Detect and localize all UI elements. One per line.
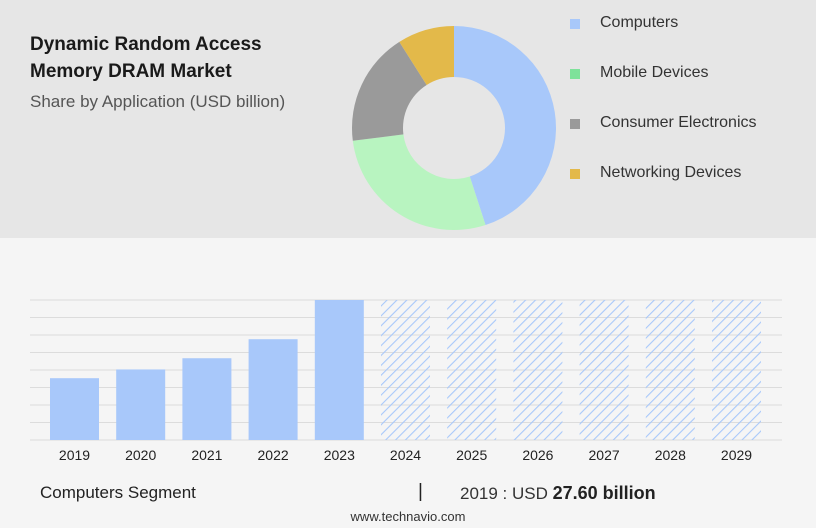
legend-swatch-computers [570, 19, 580, 29]
bar-2021 [182, 358, 232, 440]
legend-label-computers: Computers [600, 14, 679, 31]
donut-slice-networking-devices [399, 26, 454, 85]
legend-swatch-consumer-electronics [570, 119, 580, 129]
bar-2024 [381, 300, 430, 440]
x-tick-label: 2024 [390, 447, 421, 463]
x-tick-label: 2026 [522, 447, 553, 463]
x-tick-label: 2028 [655, 447, 686, 463]
footer-stat: 2019 : USD 27.60 billion [460, 483, 656, 504]
footer-separator: | [418, 481, 423, 502]
x-tick-label: 2023 [324, 447, 355, 463]
legend-label-networking-devices: Networking Devices [600, 164, 742, 181]
bar-2020 [116, 369, 166, 440]
legend-item-mobile-devices: Mobile Devices [570, 62, 810, 86]
bar-2023 [314, 300, 364, 440]
bar-2029 [712, 300, 761, 440]
site-url: www.technavio.com [350, 509, 466, 524]
footer-year-prefix: 2019 : USD [460, 484, 548, 503]
donut-chart [352, 26, 556, 230]
x-tick-label: 2019 [59, 447, 90, 463]
legend-label-mobile-devices: Mobile Devices [600, 64, 709, 81]
bar-chart: 2019 2020 2021 2022 2023 2024 2025 2026 2027 2028… [30, 299, 782, 463]
x-tick-label: 2029 [721, 447, 752, 463]
footer-value: 27.60 billion [552, 483, 656, 503]
bar-2026 [513, 300, 563, 440]
bar-2019 [50, 378, 99, 440]
legend-swatch-mobile-devices [570, 69, 580, 79]
bar-2027 [579, 300, 629, 440]
legend-label-consumer-electronics: Consumer Electronics [600, 114, 757, 131]
x-tick-label: 2022 [258, 447, 289, 463]
bar-2025 [447, 300, 497, 440]
legend-item-computers: Computers [570, 12, 810, 36]
donut-slice-mobile-devices [352, 134, 486, 230]
bar-2028 [645, 300, 695, 440]
chart-subtitle: Share by Application (USD billion) [30, 92, 286, 111]
legend-item-consumer-electronics: Consumer Electronics [570, 112, 810, 136]
donut-slice-consumer-electronics [352, 41, 427, 141]
x-tick-label: 2027 [589, 447, 620, 463]
x-tick-label: 2025 [456, 447, 487, 463]
segment-name: Computers Segment [40, 483, 196, 502]
x-tick-label: 2021 [191, 447, 222, 463]
chart-title: Dynamic Random Access Memory DRAM Market [30, 34, 262, 82]
x-tick-label: 2020 [125, 447, 156, 463]
donut-slice-computers [454, 26, 556, 226]
legend-swatch-networking-devices [570, 169, 580, 179]
bar-2022 [248, 339, 298, 440]
legend-item-networking-devices: Networking Devices [570, 162, 810, 186]
